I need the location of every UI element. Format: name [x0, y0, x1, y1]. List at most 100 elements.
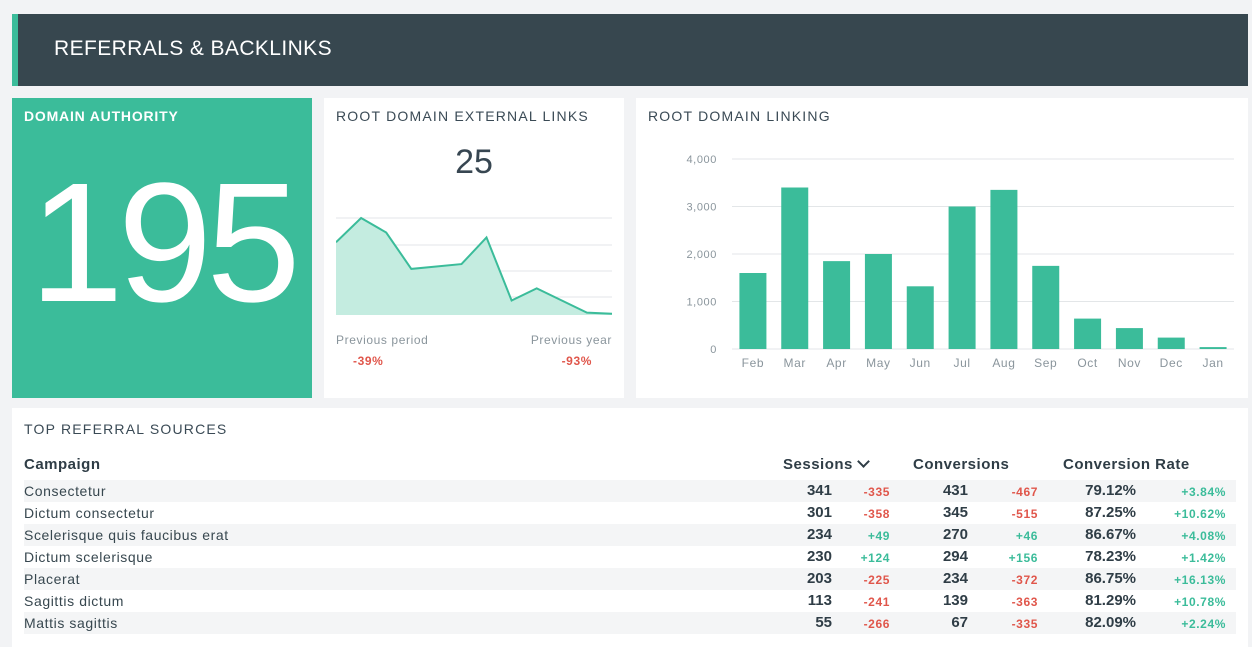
cell-sessions-change: -335	[863, 485, 890, 499]
referral-sources-title: TOP REFERRAL SOURCES	[24, 421, 228, 437]
cell-rate-change: +1.42%	[1181, 551, 1226, 565]
x-tick-label: Oct	[1077, 356, 1098, 370]
cell-sessions: 341	[806, 482, 832, 499]
sort-descending-icon	[857, 455, 870, 468]
bar-jan[interactable]	[1199, 347, 1227, 349]
y-tick-label: 1,000	[686, 297, 717, 309]
cell-sessions-change: +124	[860, 551, 890, 565]
table-row: Mattis sagittis 55 -266 67 -335 82.09% +2.24%	[24, 612, 1236, 634]
cell-sessions-change: -225	[863, 573, 890, 587]
page-title: REFERRALS & BACKLINKS	[54, 37, 332, 60]
x-tick-label: Jan	[1203, 356, 1224, 370]
cell-conversions: 270	[942, 526, 968, 543]
cell-rate: 82.09%	[1085, 614, 1136, 631]
x-tick-label: May	[866, 356, 890, 370]
cell-rate: 86.75%	[1085, 570, 1136, 587]
previous-period-change: -39%	[353, 354, 384, 368]
cell-rate: 81.29%	[1085, 592, 1136, 609]
cell-rate: 87.25%	[1085, 504, 1136, 521]
cell-campaign: Dictum consectetur	[24, 505, 155, 521]
x-tick-label: Jun	[910, 356, 931, 370]
conversions-column-header: Conversions	[913, 456, 1010, 473]
y-tick-label: 2,000	[686, 249, 717, 261]
bar-jul[interactable]	[948, 206, 976, 350]
domain-authority-widget: DOMAIN AUTHORITY 195	[12, 98, 312, 398]
y-tick-label: 0	[710, 344, 717, 356]
cell-sessions: 230	[806, 548, 832, 565]
sparkline-line	[336, 216, 612, 315]
cell-rate-change: +2.24%	[1181, 617, 1226, 631]
bar-nov[interactable]	[1115, 328, 1143, 349]
cell-rate: 86.67%	[1085, 526, 1136, 543]
cell-sessions: 203	[806, 570, 832, 587]
root-domain-linking-chart: 0 1,000 2,000 3,000 4,000 Feb Mar Apr May Jun Jul A…	[686, 154, 1234, 370]
bar-sep[interactable]	[1032, 265, 1060, 349]
x-tick-label: Jul	[954, 356, 971, 370]
bar-jun[interactable]	[906, 286, 934, 349]
campaign-column-header: Campaign	[24, 456, 101, 473]
previous-period-label: Previous period	[336, 333, 429, 347]
external-links-widget: ROOT DOMAIN EXTERNAL LINKS 25 Previous p…	[324, 98, 624, 398]
previous-year-change: -93%	[561, 354, 592, 368]
bar-apr[interactable]	[823, 261, 851, 349]
external-links-title: ROOT DOMAIN EXTERNAL LINKS	[336, 108, 589, 124]
bar-oct[interactable]	[1074, 318, 1102, 349]
referral-sources-widget: TOP REFERRAL SOURCES Campaign Sessions C…	[12, 408, 1248, 647]
cell-conversions-change: -363	[1011, 595, 1038, 609]
table-row: Dictum scelerisque 230 +124 294 +156 78.23% +1…	[24, 546, 1236, 568]
y-tick-label: 3,000	[686, 202, 717, 214]
cell-sessions: 234	[806, 526, 832, 543]
bar-mar[interactable]	[781, 187, 809, 350]
x-tick-label: Apr	[826, 356, 846, 370]
external-links-sparkline	[336, 216, 612, 315]
cell-campaign: Placerat	[24, 571, 81, 587]
bar-aug[interactable]	[990, 189, 1018, 349]
conversion-rate-column-header: Conversion Rate	[1063, 456, 1190, 473]
sessions-column-header[interactable]: Sessions	[783, 455, 870, 473]
cell-campaign: Sagittis dictum	[24, 593, 125, 609]
x-tick-label: Mar	[784, 356, 806, 370]
cell-campaign: Mattis sagittis	[24, 615, 118, 631]
cell-conversions: 294	[942, 548, 968, 565]
table-row: Dictum consectetur 301 -358 345 -515 87.25% +1…	[24, 502, 1236, 524]
table-row: Sagittis dictum 113 -241 139 -363 81.29% +10.7…	[24, 590, 1236, 612]
previous-year-label: Previous year	[530, 333, 612, 347]
root-domain-linking-title: ROOT DOMAIN LINKING	[648, 108, 831, 124]
cell-conversions: 345	[942, 504, 968, 521]
cell-sessions-change: +49	[867, 529, 890, 543]
cell-conversions-change: -515	[1011, 507, 1038, 521]
cell-campaign: Consectetur	[24, 483, 107, 499]
referral-sources-table: Campaign Sessions Conversions Conversion…	[24, 454, 1236, 634]
cell-conversions-change: -372	[1011, 573, 1038, 587]
cell-rate: 79.12%	[1085, 482, 1136, 499]
cell-sessions-change: -266	[863, 617, 890, 631]
bar-dec[interactable]	[1157, 337, 1185, 349]
cell-conversions-change: -335	[1011, 617, 1038, 631]
cell-rate-change: +10.62%	[1174, 507, 1226, 521]
root-domain-linking-widget: ROOT DOMAIN LINKING 0 1,000 2,000 3,000 4,00…	[636, 98, 1248, 398]
x-tick-label: Nov	[1118, 356, 1141, 370]
cell-conversions: 234	[942, 570, 968, 587]
external-links-value: 25	[455, 143, 493, 181]
cell-sessions-change: -241	[863, 595, 890, 609]
table-row: Scelerisque quis faucibus erat 234 +49 270 +…	[24, 524, 1236, 546]
cell-conversions-change: +156	[1008, 551, 1038, 565]
bar-may[interactable]	[864, 254, 892, 349]
table-body: Consectetur 341 -335 431 -467 79.12% +3.84% Dic…	[24, 480, 1236, 634]
sparkline-area	[336, 218, 612, 315]
bar-feb[interactable]	[739, 273, 767, 349]
x-tick-label: Aug	[992, 356, 1015, 370]
domain-authority-title: DOMAIN AUTHORITY	[24, 108, 179, 124]
table-header: Campaign Sessions Conversions Conversion…	[24, 454, 1236, 480]
cell-campaign: Scelerisque quis faucibus erat	[24, 527, 229, 543]
x-tick-label: Sep	[1034, 356, 1057, 370]
cell-sessions-change: -358	[863, 507, 890, 521]
cell-conversions: 139	[942, 592, 968, 609]
cell-conversions: 67	[951, 614, 968, 631]
cell-conversions: 431	[942, 482, 968, 499]
dashboard-header: REFERRALS & BACKLINKS	[12, 14, 1248, 86]
cell-rate: 78.23%	[1085, 548, 1136, 565]
header-accent-bar	[12, 14, 18, 86]
cell-rate-change: +4.08%	[1181, 529, 1226, 543]
cell-sessions: 55	[815, 614, 832, 631]
